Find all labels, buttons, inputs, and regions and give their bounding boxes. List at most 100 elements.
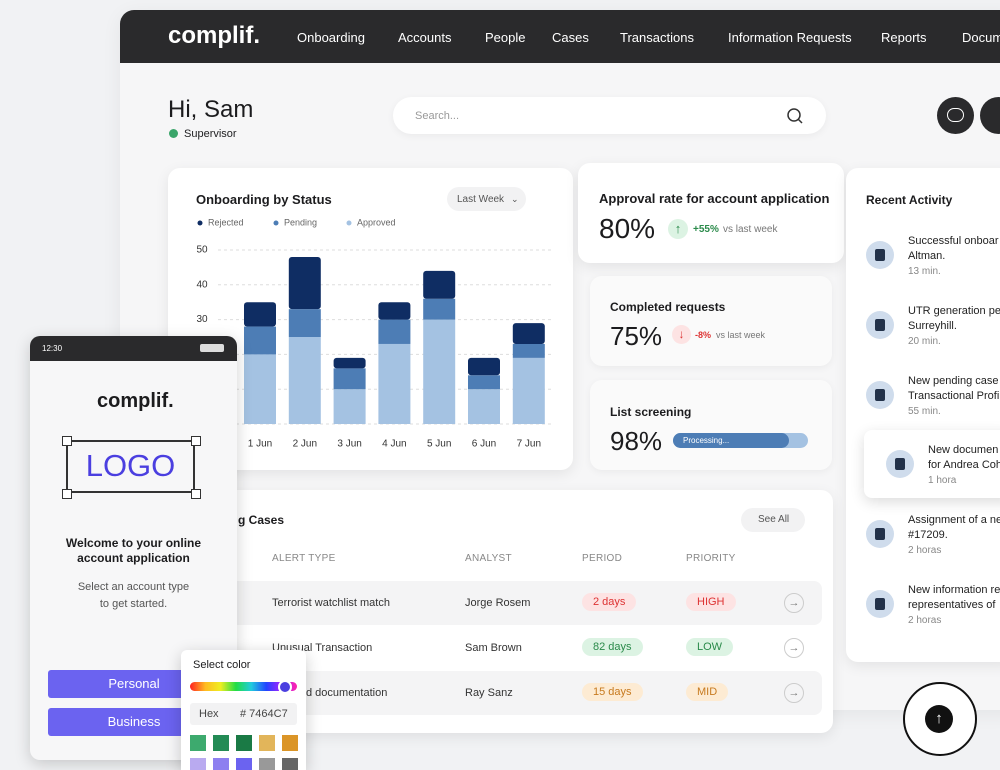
bar-segment: [512, 323, 545, 344]
activity-icon: [866, 241, 894, 269]
status-dot: [169, 129, 178, 138]
phone-time: 12:30: [42, 344, 63, 353]
completed-value: 75%: [610, 321, 663, 351]
hue-handle[interactable]: [278, 680, 292, 694]
bar-segment: [288, 309, 321, 337]
swatch[interactable]: [213, 758, 229, 770]
search-box[interactable]: [393, 97, 826, 134]
bar-segment: [244, 302, 276, 327]
bar-segment: [423, 319, 456, 424]
activity-text: representatives of: [908, 599, 996, 611]
bar-segment: [423, 298, 456, 320]
legend-marker: [197, 220, 203, 226]
activity-icon: [866, 311, 894, 339]
activity-title: Recent Activity: [866, 193, 953, 207]
priority-pill: HIGH: [686, 593, 736, 611]
nav-item[interactable]: Accounts: [398, 30, 452, 45]
bar-segment: [512, 357, 545, 424]
bar-segment: [244, 326, 276, 355]
approval-change: +55%: [693, 224, 719, 235]
see-all-label: See All: [758, 514, 790, 525]
nav-item[interactable]: Onboarding: [297, 30, 365, 45]
swatch[interactable]: [259, 735, 275, 751]
nav-item[interactable]: Information Requests: [728, 30, 852, 45]
search-placeholder: Search...: [415, 110, 460, 122]
progress-label: Processing...: [683, 436, 730, 445]
greeting: Hi, Sam: [168, 96, 254, 123]
activity-icon: [866, 381, 894, 409]
bar-segment: [288, 256, 321, 310]
bar-segment: [378, 319, 411, 344]
activity-time: 13 min.: [908, 266, 941, 277]
search-icon: [787, 108, 803, 124]
swatch[interactable]: [282, 735, 298, 751]
activity-text: Assignment of a ne: [908, 514, 1000, 526]
approval-value: 80%: [599, 213, 656, 244]
legend-label: Approved: [357, 217, 396, 227]
column-header: ANALYST: [465, 553, 512, 564]
swatch[interactable]: [213, 735, 229, 751]
swatch[interactable]: [236, 758, 252, 770]
instruction-text: Select an account type: [77, 581, 190, 593]
nav-item[interactable]: People: [485, 30, 526, 45]
bar-segment: [244, 354, 276, 424]
hex-value: # 7464C7: [240, 708, 288, 720]
bar-segment: [333, 389, 366, 424]
bar-segment: [468, 389, 500, 424]
activity-text: Transactional Profi: [908, 390, 1000, 402]
nav-item[interactable]: Docum: [962, 30, 1000, 45]
handle: [191, 489, 201, 499]
bar-segment: [333, 357, 366, 369]
row-arrow[interactable]: →: [784, 683, 804, 703]
hex-field[interactable]: [190, 703, 297, 725]
approval-note: vs last week: [723, 224, 778, 235]
swatch[interactable]: [282, 758, 298, 770]
y-tick-label: 40: [196, 279, 208, 290]
x-tick-label: 3 Jun: [337, 439, 361, 450]
nav-item[interactable]: Reports: [881, 30, 927, 45]
activity-text: Altman.: [908, 250, 946, 262]
logo-placeholder: LOGO: [85, 448, 176, 483]
swatch[interactable]: [236, 735, 252, 751]
swatch[interactable]: [190, 758, 206, 770]
activity-text: #17209.: [908, 529, 948, 541]
cell: Jorge Rosem: [465, 597, 531, 609]
activity-time: 20 min.: [908, 336, 941, 347]
nav-item[interactable]: Cases: [552, 30, 589, 45]
see-all-button[interactable]: [741, 508, 805, 532]
legend-marker: [273, 220, 279, 226]
scroll-top-icon: ↑: [925, 705, 953, 733]
chart-title: Onboarding by Status: [196, 192, 332, 207]
notification-button[interactable]: [980, 97, 1000, 134]
chat-icon: [947, 108, 964, 122]
status-icons: [200, 344, 224, 352]
filter-dropdown[interactable]: [447, 187, 526, 211]
cell: Ray Sanz: [465, 687, 513, 699]
chart: RejectedPendingApproved010203040501 Jun2…: [196, 217, 553, 450]
chat-button[interactable]: [937, 97, 974, 134]
logo[interactable]: complif.: [168, 22, 261, 49]
handle: [191, 436, 201, 446]
activity-icon: [866, 590, 894, 618]
y-tick-label: 30: [196, 314, 208, 325]
up-icon: ↑: [668, 219, 688, 239]
period-pill: 15 days: [582, 683, 643, 701]
hue-slider[interactable]: [190, 682, 297, 691]
activity-icon: [866, 520, 894, 548]
row-arrow[interactable]: →: [784, 593, 804, 613]
period-pill: 2 days: [582, 593, 637, 611]
role: Supervisor: [184, 128, 237, 140]
bar-segment: [333, 368, 366, 390]
hex-label: Hex: [199, 708, 219, 720]
row-arrow[interactable]: →: [784, 638, 804, 658]
screening-value: 98%: [610, 426, 663, 456]
priority-pill: LOW: [686, 638, 734, 656]
phone-logo: complif.: [97, 390, 174, 412]
logo-box[interactable]: [66, 440, 195, 493]
swatch[interactable]: [259, 758, 275, 770]
cases-title: g Cases: [238, 513, 285, 527]
completed-title: Completed requests: [610, 300, 726, 314]
swatch[interactable]: [190, 735, 206, 751]
nav-item[interactable]: Transactions: [620, 30, 694, 45]
cell: Sam Brown: [465, 642, 522, 654]
